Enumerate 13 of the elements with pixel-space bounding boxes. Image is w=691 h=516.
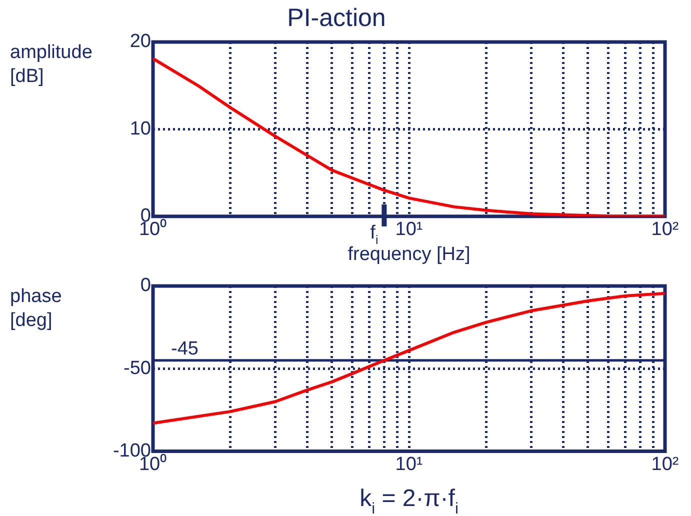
ref-line-label: -45 xyxy=(171,338,198,360)
x-tick-label: 10² xyxy=(651,454,679,475)
y-tick-label: 0 xyxy=(140,275,151,296)
y-tick-label: 20 xyxy=(130,31,151,52)
y-tick-label: -50 xyxy=(124,358,151,379)
x-axis-title: frequency [Hz] xyxy=(348,244,470,265)
x-tick-label: 10¹ xyxy=(395,454,423,475)
y-axis-title: phase [deg] xyxy=(10,286,62,331)
chart-title: PI-action xyxy=(287,4,386,32)
x-tick-label: 10¹ xyxy=(395,219,423,240)
x-tick-label: 10² xyxy=(651,219,679,240)
y-tick-label: 10 xyxy=(130,118,151,140)
y-axis-title: amplitude [dB] xyxy=(10,42,92,87)
